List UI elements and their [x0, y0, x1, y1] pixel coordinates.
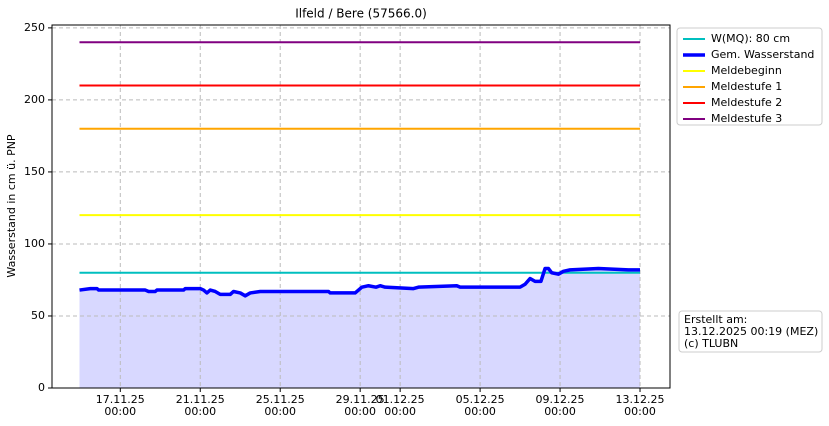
annotation: Erstellt am:13.12.2025 00:19 (MEZ)(c) TL… [678, 310, 823, 353]
annotation-line: 13.12.2025 00:19 (MEZ) [684, 325, 818, 338]
y-tick-label: 150 [24, 165, 45, 178]
y-tick-label: 0 [38, 381, 45, 394]
legend-box [676, 27, 823, 126]
legend-label: W(MQ): 80 cm [711, 32, 790, 45]
y-tick-label: 200 [24, 93, 45, 106]
legend-label: Meldestufe 3 [711, 112, 782, 125]
legend-label: Gem. Wasserstand [711, 48, 814, 61]
annotation-box [678, 310, 823, 353]
legend: W(MQ): 80 cm Gem. Wasserstand Meldebeginn M… [676, 27, 823, 126]
x-tick-label: 05.12.25 00:00 [455, 393, 505, 418]
x-tick-label: 17.11.25 00:00 [95, 393, 145, 418]
legend-label: Meldestufe 1 [711, 80, 782, 93]
chart-title: Ilfeld / Bere (57566.0) [295, 7, 427, 21]
y-axis-label: Wasserstand in cm ü. PNP [5, 134, 18, 278]
y-tick-label: 50 [31, 309, 45, 322]
annotation-line: Erstellt am: [684, 313, 747, 326]
legend-label: Meldebeginn [711, 64, 782, 77]
x-tick-label: 25.11.25 00:00 [255, 393, 305, 418]
legend-label: Meldestufe 2 [711, 96, 782, 109]
plot-frame [51, 24, 671, 389]
x-tick-label: 13.12.25 00:00 [615, 393, 665, 418]
y-tick-label: 100 [24, 237, 45, 250]
y-tick-label: 250 [24, 21, 45, 34]
x-tick-label: 29.11.25 00:00 [335, 393, 385, 418]
x-tick-label: 09.12.25 00:00 [535, 393, 585, 418]
x-tick-label: 01.12.25 00:00 [375, 393, 425, 418]
x-tick-label: 21.11.25 00:00 [175, 393, 225, 418]
series-line [79, 266, 641, 298]
annotation-line: (c) TLUBN [684, 337, 738, 350]
